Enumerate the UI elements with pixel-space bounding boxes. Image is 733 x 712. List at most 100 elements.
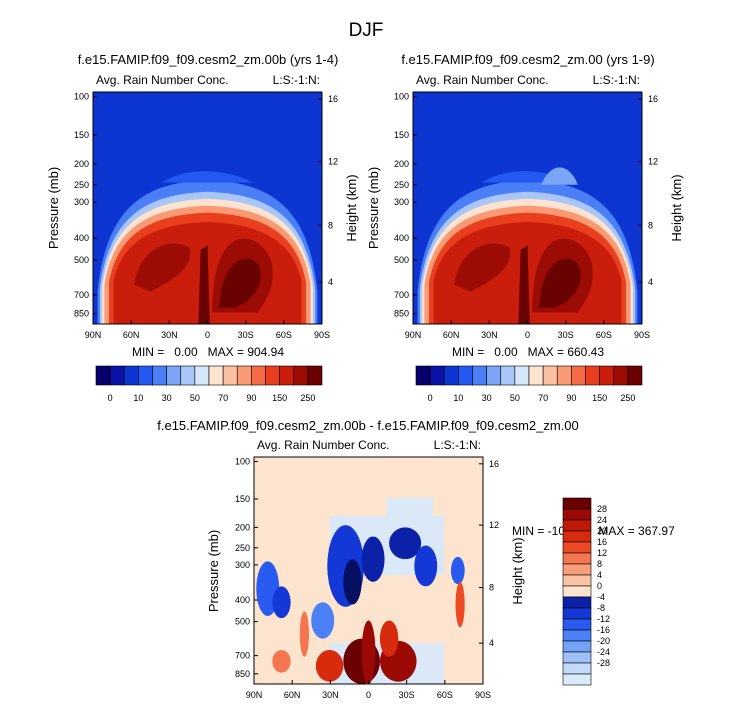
y-tick-label: 150 xyxy=(394,130,409,140)
colorbar-swatch xyxy=(265,365,280,386)
field-core xyxy=(518,245,530,324)
y-tick-right-label: 4 xyxy=(648,277,653,287)
x-tick-label: 0 xyxy=(525,330,530,340)
panel-diff-title: f.e15.FAMIP.f09_f09.cesm2_zm.00b - f.e15… xyxy=(157,418,579,433)
colorbar-label: 12 xyxy=(597,548,607,558)
colorbar-label: 70 xyxy=(538,393,548,403)
colorbar-swatch xyxy=(556,365,572,386)
colorbar-label: 24 xyxy=(597,515,607,525)
colorbar-label: 16 xyxy=(597,537,607,547)
diff-contour xyxy=(386,497,433,526)
diff-positive-blob xyxy=(379,620,399,657)
colorbar-swatch xyxy=(562,530,592,543)
colorbar-swatch xyxy=(138,365,153,386)
colorbar-label: 50 xyxy=(190,393,200,403)
diff-negative-blob xyxy=(450,556,465,585)
y-tick-right-label: 12 xyxy=(648,157,658,167)
colorbar-panel-2: 0 10 30 50 70 90 150 250 xyxy=(415,365,643,403)
y-tick-right-label: 8 xyxy=(648,220,653,230)
colorbar-label: 10 xyxy=(133,393,143,403)
y-tick-right-label: 4 xyxy=(328,277,333,287)
y-tick-label: 700 xyxy=(394,290,409,300)
colorbar-swatch xyxy=(307,365,323,386)
colorbar-swatch xyxy=(180,365,196,386)
colorbar-label: 250 xyxy=(620,393,635,403)
colorbar-swatch xyxy=(571,365,586,386)
colorbar-label: -20 xyxy=(597,636,610,646)
panel-2-minmax: MIN = 0.00 MAX = 660.43 xyxy=(452,345,604,359)
x-tick-label: 60S xyxy=(437,690,453,700)
panel-1-ylabel-right: Height (km) xyxy=(344,174,359,241)
panel-1-variable-label: Avg. Rain Number Conc. xyxy=(96,73,229,87)
field-core xyxy=(538,258,581,308)
diff-negative-blob xyxy=(389,527,422,560)
y-tick-label: 400 xyxy=(235,595,250,605)
colorbar-label: 150 xyxy=(592,393,607,403)
colorbar-label: 250 xyxy=(300,393,315,403)
colorbar-swatch xyxy=(562,607,592,620)
field-core xyxy=(198,245,210,324)
field-contour xyxy=(541,167,578,185)
field-core xyxy=(454,243,511,292)
x-tick-label: 90N xyxy=(405,330,422,340)
panel-1-minmax: MIN = 0.00 MAX = 904.94 xyxy=(132,345,284,359)
colorbar-swatch xyxy=(562,585,592,598)
figure-title: DJF xyxy=(349,20,384,41)
colorbar-swatch xyxy=(500,365,516,386)
y-tick-right-label: 16 xyxy=(648,94,658,104)
y-tick-label: 500 xyxy=(394,255,409,265)
x-tick-label: 90N xyxy=(85,330,102,340)
colorbar-label: 90 xyxy=(566,393,576,403)
y-tick-label: 100 xyxy=(235,457,250,467)
x-tick-label: 0 xyxy=(366,690,371,700)
panel-diff-axes: 90N 60N 30N 0 30S 60S 90S 100 150 200 250 300 400 500… xyxy=(235,457,499,700)
colorbar-swatch xyxy=(562,618,592,631)
x-tick-label: 60N xyxy=(284,690,301,700)
x-tick-label: 30S xyxy=(399,690,415,700)
y-tick-label: 850 xyxy=(74,309,89,319)
panel-diff-ylabel: Pressure (mb) xyxy=(206,530,221,612)
field-core xyxy=(134,243,191,292)
diff-negative-blob xyxy=(272,586,291,619)
colorbar-swatch xyxy=(562,508,592,521)
panel-2-axes: 90N 60N 30N 0 30S 60S 90S 100 150 200 250 300 400 500… xyxy=(394,92,658,340)
panel-1-axes: 90N 60N 30N 0 30S 60S 90S 100 150 200 250 300 400 500… xyxy=(74,92,338,340)
x-tick-label: 60S xyxy=(596,330,612,340)
x-tick-label: 30S xyxy=(238,330,254,340)
colorbar-swatch xyxy=(562,519,592,532)
panel-1-field xyxy=(93,92,322,324)
panel-diff-variable-label: Avg. Rain Number Conc. xyxy=(257,438,390,452)
colorbar-label: 30 xyxy=(162,393,172,403)
x-tick-label: 30N xyxy=(161,330,178,340)
panel-2-variable-label: Avg. Rain Number Conc. xyxy=(416,73,549,87)
diff-negative-blob xyxy=(311,602,335,639)
panel-diff-level-label: L:S:-1:N: xyxy=(434,438,481,452)
colorbar-swatch xyxy=(585,365,600,386)
y-tick-right-label: 12 xyxy=(489,520,499,530)
y-tick-label: 250 xyxy=(394,180,409,190)
colorbar-swatch xyxy=(562,574,592,587)
panel-1-level-label: L:S:-1:N: xyxy=(273,73,320,87)
diff-positive-blob xyxy=(361,620,376,684)
y-tick-label: 100 xyxy=(394,92,409,102)
panel-2-level-label: L:S:-1:N: xyxy=(593,73,640,87)
colorbar-swatch xyxy=(562,662,592,675)
colorbar-label: 50 xyxy=(510,393,520,403)
colorbar-swatch xyxy=(208,365,224,386)
panel-1: f.e15.FAMIP.f09_f09.cesm2_zm.00b (yrs 1-… xyxy=(46,52,359,359)
colorbar-label: 70 xyxy=(218,393,228,403)
y-tick-label: 100 xyxy=(74,92,89,102)
colorbar-label: -12 xyxy=(597,614,610,624)
diff-negative-blob xyxy=(414,545,438,587)
panel-diff-minmax: MIN = -102.70 MAX = 367.97 xyxy=(512,524,675,538)
y-tick-label: 300 xyxy=(235,560,250,570)
colorbar-swatch xyxy=(166,365,182,386)
panel-1-title: f.e15.FAMIP.f09_f09.cesm2_zm.00b (yrs 1-… xyxy=(78,52,339,67)
y-tick-right-label: 4 xyxy=(489,638,494,648)
colorbar-swatch xyxy=(293,365,309,386)
y-tick-right-label: 16 xyxy=(489,459,499,469)
x-tick-label: 90S xyxy=(314,330,330,340)
x-tick-label: 30S xyxy=(558,330,574,340)
